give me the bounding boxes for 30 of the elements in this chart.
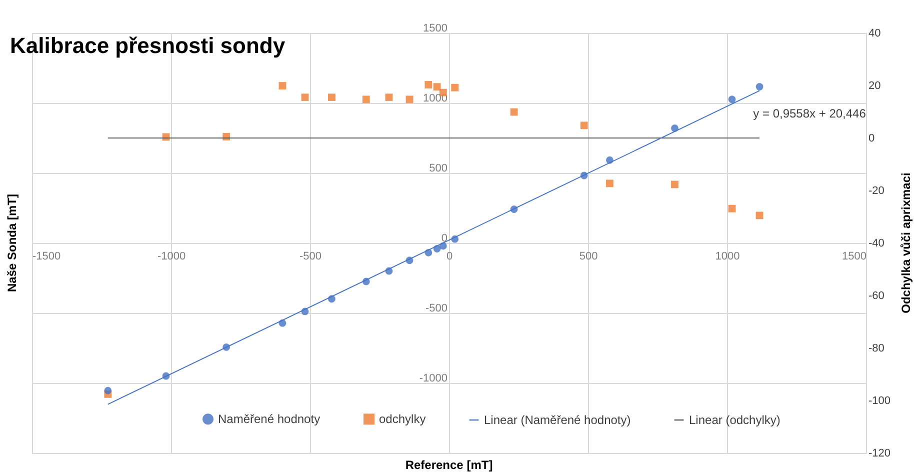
y2-tick-label: -80	[868, 342, 884, 354]
y2-tick-label: -100	[868, 395, 891, 407]
y2-tick-label: 0	[868, 132, 875, 144]
y-tick-label: -500	[425, 302, 448, 314]
x-axis-title: Reference [mT]	[405, 458, 493, 472]
y-tick-label: -1000	[419, 372, 448, 384]
x-tick-label: -1000	[157, 250, 186, 262]
chart-title: Kalibrace přesnosti sondy	[10, 33, 286, 58]
y2-tick-label: -40	[868, 238, 884, 250]
y-tick-label: 1500	[423, 22, 448, 34]
x-tick-label: 1000	[715, 250, 740, 262]
y2-tick-label: -60	[868, 290, 884, 302]
y-tick-label: 1000	[423, 92, 448, 104]
y2-tick-label: 20	[868, 80, 881, 92]
x-tick-label: 1500	[842, 250, 866, 262]
x-tick-label: -500	[299, 250, 322, 262]
x-tick-label: 500	[579, 250, 598, 262]
legend-label: odchylky	[379, 412, 426, 426]
y-tick-label: 500	[429, 162, 448, 174]
y-axis-title: Naše Sonda [mT]	[5, 194, 19, 292]
annotation: y = 0,9558x + 20,446	[753, 106, 866, 121]
y2-tick-label: 40	[868, 28, 881, 40]
y-tick-label: 0	[441, 232, 448, 244]
legend-label: Linear (Naměřené hodnoty)	[484, 413, 631, 427]
y2-tick-label: -120	[868, 448, 891, 460]
legend-label: Naměřené hodnoty	[218, 412, 320, 426]
y2-tick-label: -20	[868, 185, 884, 197]
legend-label: Linear (odchylky)	[689, 413, 780, 427]
x-tick-label: -1500	[32, 250, 61, 262]
y2-axis-title: Odchylka vůči aprixmaci	[899, 172, 913, 314]
